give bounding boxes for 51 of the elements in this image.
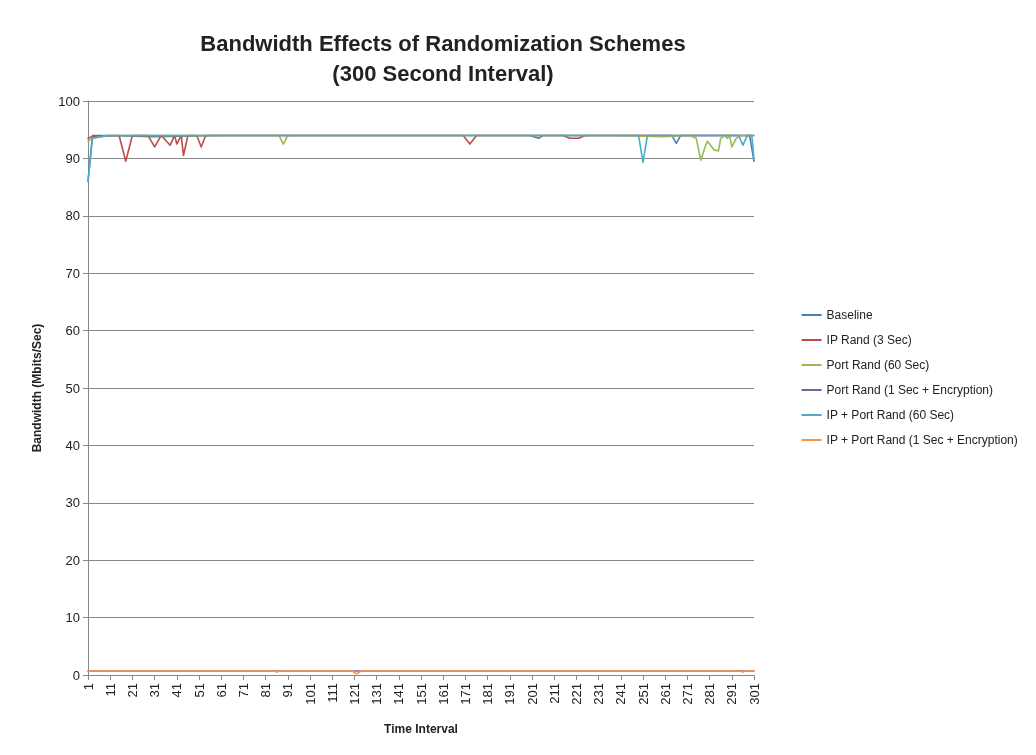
y-tick-label: 80 [65, 208, 80, 224]
x-tick-label: 171 [457, 683, 473, 705]
x-tick-label: 211 [546, 683, 562, 704]
y-axis-title: Bandwidth (Mbits/Sec) [30, 323, 44, 453]
y-tick-label: 40 [65, 437, 80, 453]
y-tick-label: 10 [65, 610, 80, 626]
x-tick-label: 231 [591, 683, 607, 705]
x-tick-label: 251 [635, 683, 651, 705]
x-tick-label: 31 [147, 683, 163, 698]
x-tick-label: 131 [369, 683, 385, 705]
y-tick-label: 50 [65, 380, 80, 396]
x-tick-label: 241 [613, 683, 629, 705]
legend-label: Baseline [826, 308, 873, 322]
y-tick-label: 60 [65, 323, 80, 339]
y-tick-label: 70 [65, 265, 80, 281]
x-tick-label: 191 [502, 683, 518, 705]
x-tick-label: 181 [480, 683, 496, 705]
x-tick-label: 201 [524, 683, 540, 705]
y-tick-label: 90 [65, 150, 80, 166]
x-tick-label: 11 [102, 683, 118, 697]
x-tick-label: 301 [746, 683, 762, 705]
legend-label: Port Rand (1 Sec + Encryption) [826, 383, 993, 397]
chart-title: Bandwidth Effects of Randomization Schemes (300 Second Interval) [200, 30, 686, 86]
x-tick-label: 281 [702, 683, 718, 705]
x-tick-label: 141 [391, 683, 407, 705]
x-tick-label: 151 [413, 683, 429, 705]
x-tick-label: 101 [302, 683, 318, 705]
x-tick-label: 81 [258, 683, 274, 698]
y-tick-label: 100 [58, 93, 80, 109]
x-tick-label: 271 [679, 683, 695, 705]
y-tick-label: 30 [65, 495, 80, 511]
x-tick-label: 61 [213, 683, 229, 698]
x-tick-label: 291 [724, 683, 740, 705]
x-tick-label: 121 [346, 683, 362, 705]
x-tick-label: 91 [280, 683, 296, 698]
y-tick-label: 20 [65, 552, 80, 568]
x-tick-label: 1 [80, 683, 96, 691]
x-tick-label: 21 [124, 683, 140, 698]
legend-label: Port Rand (60 Sec) [826, 358, 930, 372]
x-tick-label: 71 [235, 683, 251, 698]
x-tick-label: 221 [568, 683, 584, 705]
x-axis-title: Time Interval [384, 722, 458, 736]
legend-label: IP Rand (3 Sec) [826, 333, 912, 347]
x-tick-label: 261 [657, 683, 673, 705]
y-tick-label: 0 [72, 667, 80, 683]
x-tick-label: 111 [324, 683, 340, 703]
x-tick-label: 51 [191, 683, 207, 698]
legend-label: IP + Port Rand (1 Sec + Encryption) [826, 433, 1018, 447]
x-tick-label: 161 [435, 683, 451, 705]
x-tick-label: 41 [169, 683, 185, 698]
legend-label: IP + Port Rand (60 Sec) [826, 408, 955, 422]
